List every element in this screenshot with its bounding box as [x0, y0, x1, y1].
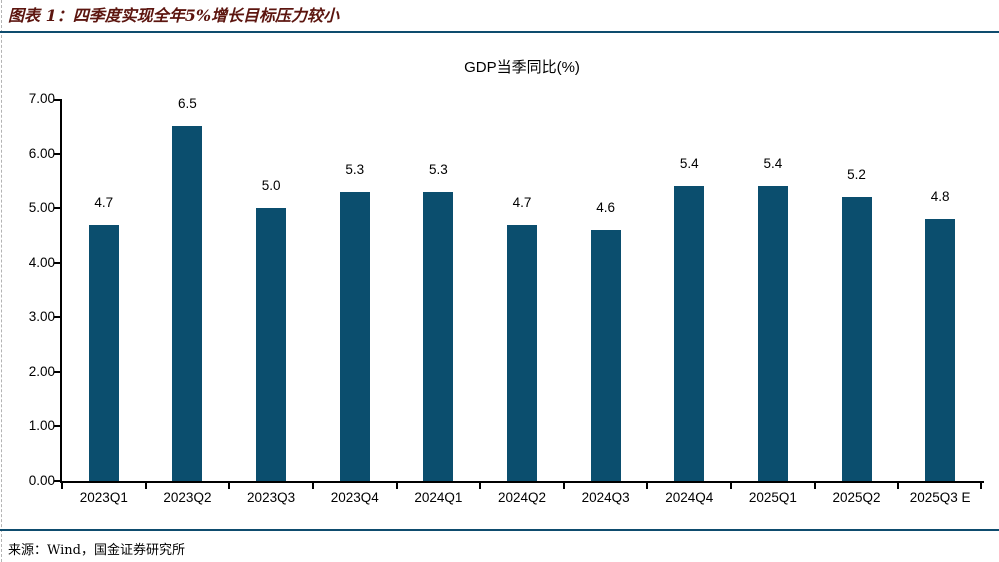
- source-note: 来源：Wind，国金证券研究所: [8, 543, 185, 558]
- x-axis-category-label: 2023Q2: [163, 490, 212, 505]
- bar-value-label: 5.0: [261, 178, 281, 194]
- y-axis-tick-label: 1.00: [28, 418, 55, 434]
- bar-value-label: 5.3: [428, 161, 448, 177]
- bar-value-label: 5.4: [763, 156, 783, 172]
- x-axis-tick: [813, 481, 816, 489]
- x-axis-tick: [897, 481, 900, 489]
- bar-value-label: 4.7: [512, 194, 532, 210]
- y-axis-tick-label: 2.00: [28, 363, 55, 379]
- x-axis-category-label: 2024Q1: [414, 490, 463, 505]
- x-axis-tick: [61, 481, 63, 489]
- x-axis-tick: [228, 481, 231, 489]
- page-left-border: [1, 0, 2, 562]
- x-axis-category-label: 2025Q3 E: [909, 490, 971, 505]
- gdp-bar: [339, 191, 370, 481]
- y-axis-tick: [54, 480, 60, 482]
- bar-value-label: 4.8: [930, 189, 950, 205]
- y-axis-tick-label: 6.00: [28, 145, 55, 161]
- y-axis-tick-label: 3.00: [28, 309, 55, 325]
- gdp-bar: [507, 224, 537, 481]
- y-axis-tick-label: 7.00: [28, 91, 55, 106]
- x-axis-tick: [646, 481, 649, 489]
- x-axis-category-label: 2024Q2: [497, 490, 546, 505]
- gdp-bar: [423, 191, 454, 481]
- y-axis-tick: [54, 152, 60, 155]
- gdp-bar: [256, 208, 287, 481]
- bar-value-label: 4.7: [94, 194, 114, 210]
- x-axis-tick: [730, 481, 733, 489]
- bar-value-label: 4.6: [596, 199, 616, 215]
- bar-value-label: 5.2: [847, 167, 866, 183]
- y-axis-tick: [54, 370, 60, 373]
- gdp-bar: [88, 224, 119, 481]
- x-axis-tick: [479, 481, 482, 489]
- x-axis-tick: [980, 481, 982, 489]
- bar-value-label: 6.5: [178, 96, 197, 112]
- y-axis-tick: [54, 316, 60, 319]
- gdp-bar: [590, 229, 621, 481]
- x-axis-category-label: 2023Q3: [247, 490, 296, 505]
- x-axis-tick: [562, 481, 565, 489]
- x-axis-category-label: 2023Q1: [79, 490, 128, 505]
- x-axis-tick: [395, 481, 398, 489]
- y-axis-tick: [54, 425, 60, 428]
- gdp-bar: [841, 197, 872, 481]
- bar-value-label: 5.3: [345, 161, 365, 177]
- y-axis-line: [60, 99, 62, 483]
- gdp-bar: [757, 186, 788, 481]
- x-axis-category-label: 2025Q1: [748, 490, 797, 505]
- bar-value-label: 5.4: [679, 156, 699, 172]
- top-divider: [0, 31, 999, 33]
- y-axis-tick: [54, 99, 60, 101]
- x-axis-category-label: 2025Q2: [832, 490, 881, 505]
- x-axis-line: [60, 481, 984, 483]
- chart-title: GDP当季同比(%): [464, 59, 580, 76]
- x-axis-category-label: 2024Q4: [665, 490, 714, 505]
- gdp-bar: [925, 219, 956, 481]
- y-axis-tick: [54, 261, 60, 264]
- x-axis-category-label: 2023Q4: [330, 490, 379, 505]
- x-axis-tick: [311, 481, 314, 489]
- y-axis-tick: [54, 207, 60, 210]
- x-axis-category-label: 2024Q3: [581, 490, 630, 505]
- gdp-bar: [172, 126, 203, 481]
- x-axis-tick: [144, 481, 147, 489]
- y-axis-tick-label: 5.00: [28, 200, 55, 216]
- bottom-divider: [0, 529, 999, 531]
- figure-caption: 图表 1：四季度实现全年5%增长目标压力较小: [8, 6, 340, 25]
- gdp-bar: [674, 186, 705, 481]
- y-axis-tick-label: 4.00: [28, 254, 55, 270]
- y-axis-tick-label: 0.00: [28, 473, 55, 488]
